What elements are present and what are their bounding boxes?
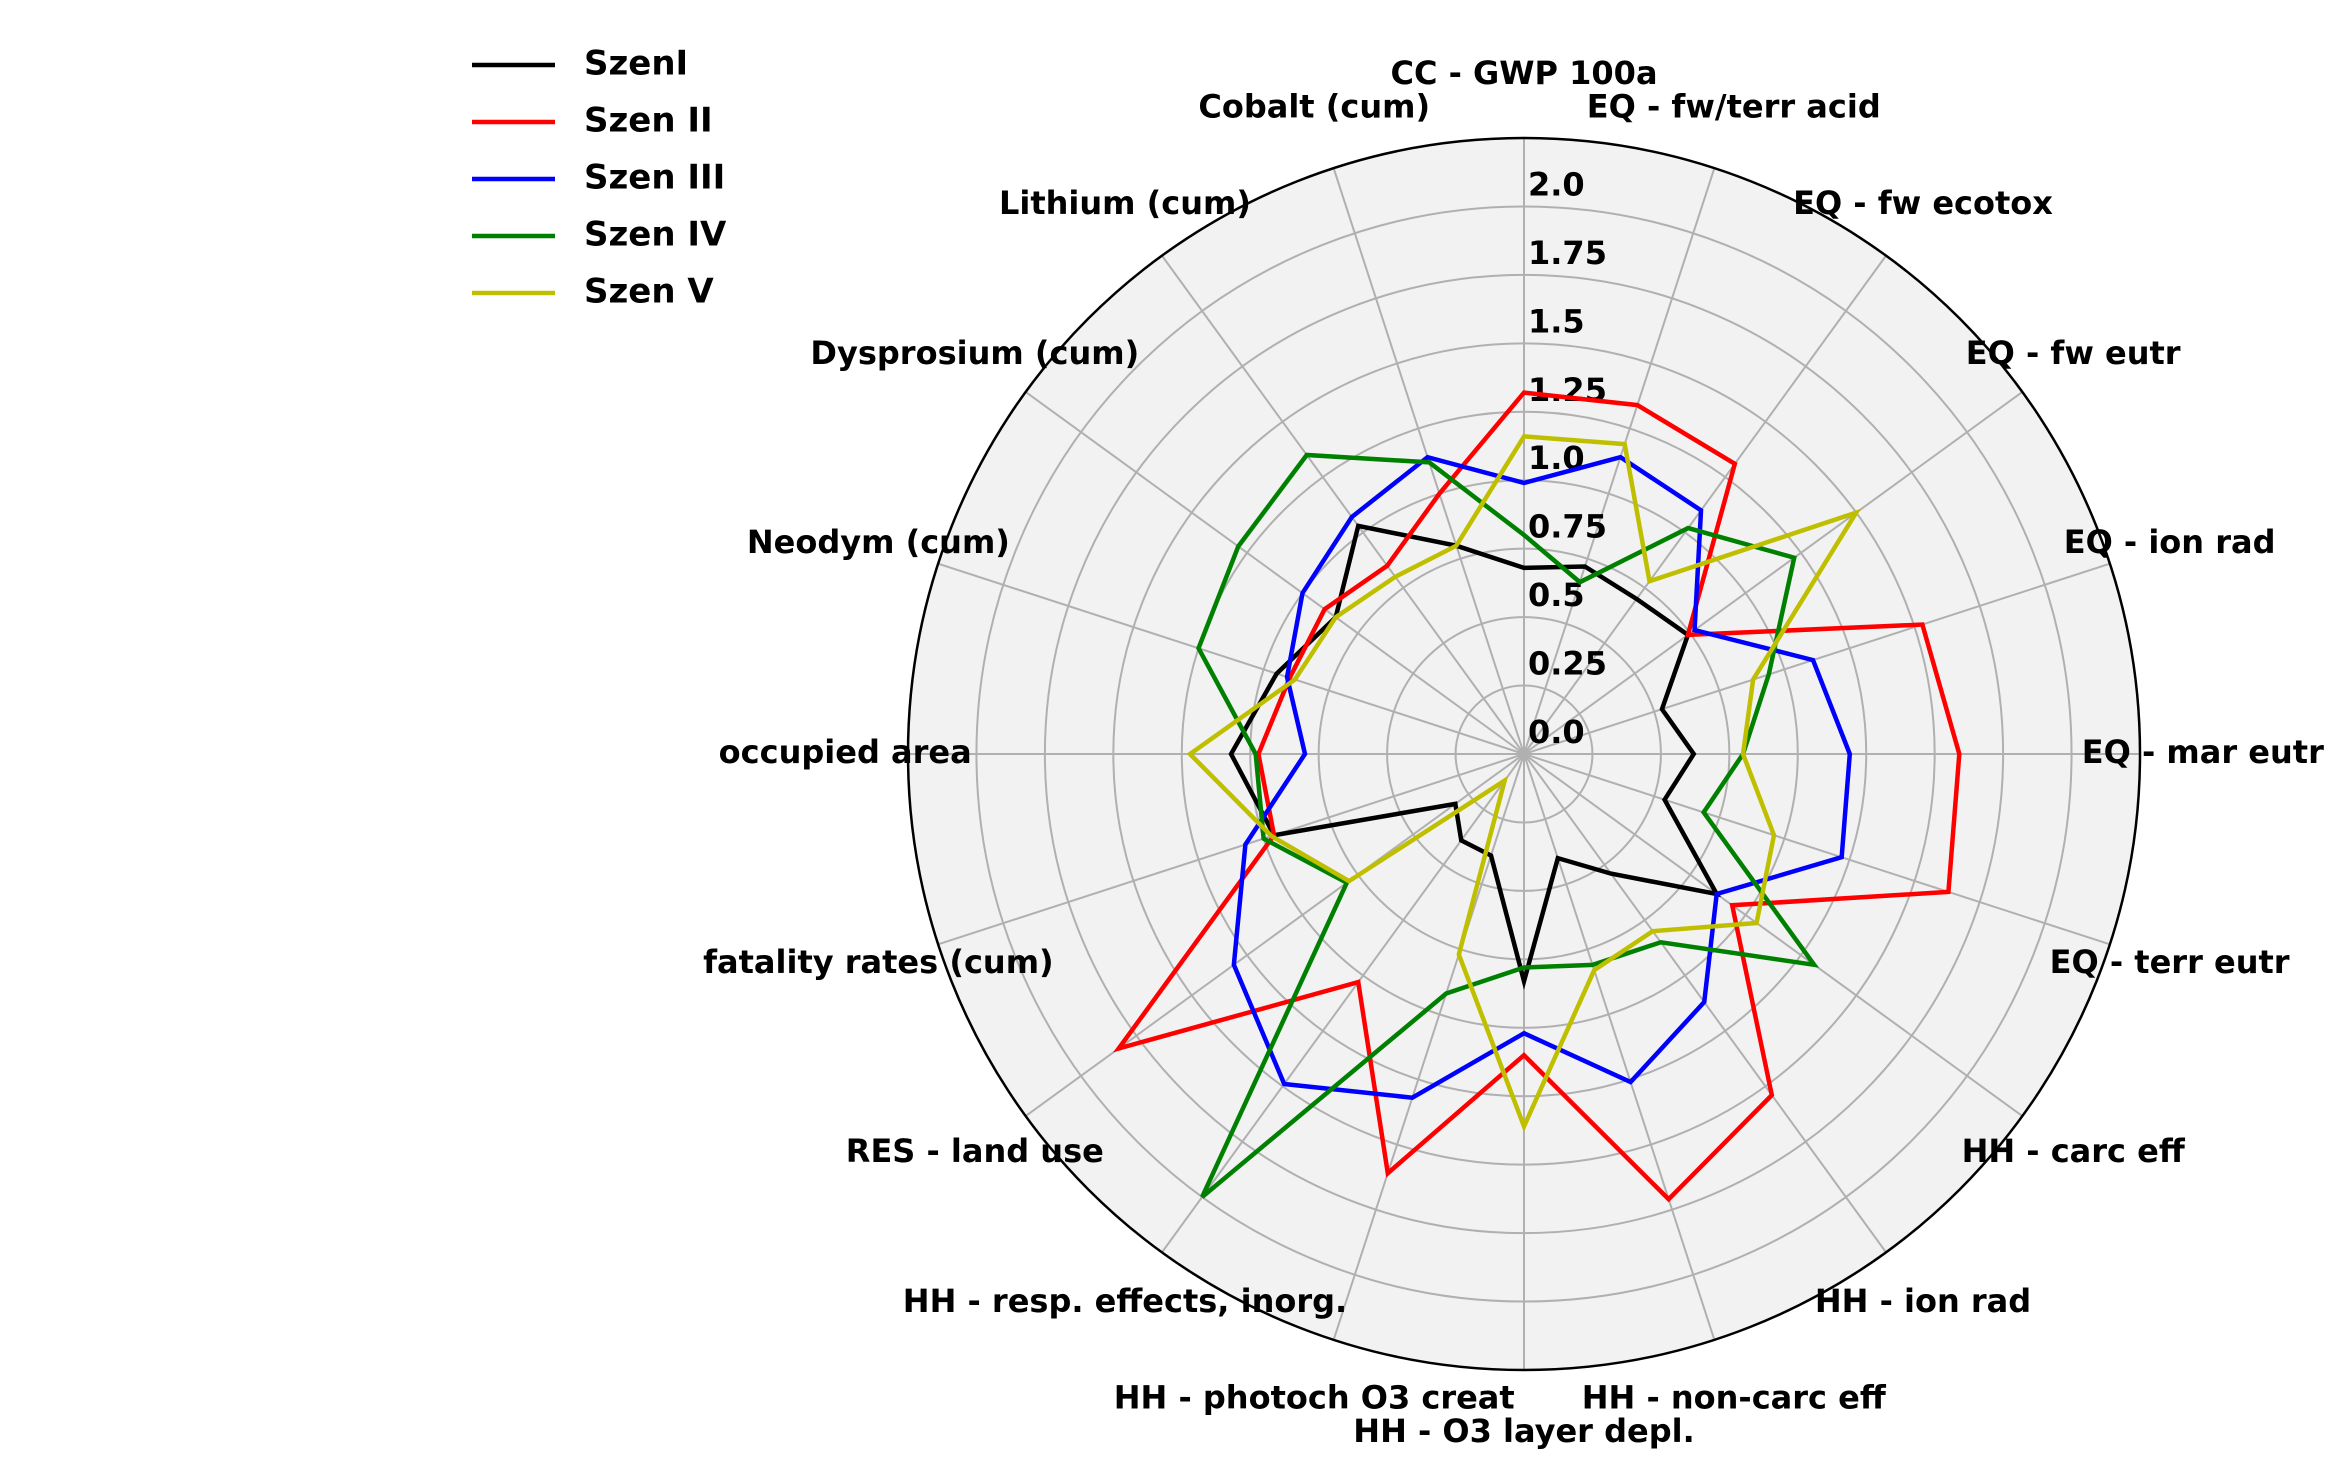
series-line	[1113, 390, 1962, 1203]
category-label: HH - O3 layer depl.	[1353, 1412, 1694, 1450]
grid-spoke	[1523, 562, 2111, 755]
category-label: EQ - terr eutr	[2050, 943, 2290, 981]
r-tick-label: 0.5	[1528, 576, 1585, 614]
r-tick-label: 1.25	[1528, 371, 1607, 409]
category-label: Neodym (cum)	[747, 523, 1010, 561]
grid-spoke	[937, 562, 1525, 755]
category-label: EQ - fw/terr acid	[1587, 87, 1881, 125]
category-label: Lithium (cum)	[999, 184, 1251, 222]
series-line	[1196, 452, 1820, 1199]
legend-label: Szen II	[584, 101, 713, 141]
series-line	[1186, 434, 1862, 1133]
category-label: CC - GWP 100a	[1390, 54, 1657, 92]
legend-label: Szen V	[584, 272, 714, 312]
grid-spoke	[1523, 167, 1716, 755]
category-label: EQ - fw ecotox	[1793, 184, 2053, 222]
series-line	[1228, 523, 1721, 990]
grid-spoke	[1523, 753, 2023, 1117]
grid-spoke	[1523, 753, 1716, 1341]
category-label: EQ - ion rad	[2064, 523, 2276, 561]
legend-label: SzenI	[584, 44, 688, 84]
r-tick-label: 0.25	[1528, 645, 1607, 683]
r-tick-label: 1.5	[1528, 302, 1585, 340]
r-tick-label: 0.0	[1528, 713, 1585, 751]
grid-spoke	[1332, 753, 1525, 1341]
category-label: occupied area	[719, 733, 972, 771]
category-label: HH - resp. effects, inorg.	[903, 1282, 1347, 1320]
category-label: Dysprosium (cum)	[810, 334, 1139, 372]
category-label: RES - land use	[846, 1132, 1104, 1170]
plot-frame	[906, 136, 2142, 1372]
category-label: HH - non-carc eff	[1582, 1379, 1887, 1417]
series-line	[1231, 454, 1853, 1101]
r-tick-label: 1.0	[1528, 439, 1585, 477]
r-tick-label: 0.75	[1528, 508, 1607, 546]
grid-spoke	[1161, 753, 1525, 1253]
grid-spoke	[1523, 255, 1887, 755]
category-label: HH - ion rad	[1815, 1282, 2031, 1320]
legend-label: Szen IV	[584, 215, 727, 255]
grid-spoke	[1523, 391, 2023, 755]
grid-spoke	[1025, 391, 1525, 755]
category-label: fatality rates (cum)	[703, 943, 1054, 981]
category-label: HH - carc eff	[1962, 1132, 2186, 1170]
category-label: EQ - fw eutr	[1966, 334, 2181, 372]
grid-spoke	[1025, 753, 1525, 1117]
category-label: Cobalt (cum)	[1198, 87, 1430, 125]
r-tick-label: 1.75	[1528, 234, 1607, 272]
grid-spoke	[1523, 753, 2111, 946]
category-label: HH - photoch O3 creat	[1114, 1379, 1515, 1417]
grid-spoke	[937, 753, 1525, 946]
category-label: EQ - mar eutr	[2082, 733, 2324, 771]
grid-spoke	[1161, 255, 1525, 755]
r-tick-label: 2.0	[1528, 165, 1585, 203]
legend-label: Szen III	[584, 158, 725, 198]
